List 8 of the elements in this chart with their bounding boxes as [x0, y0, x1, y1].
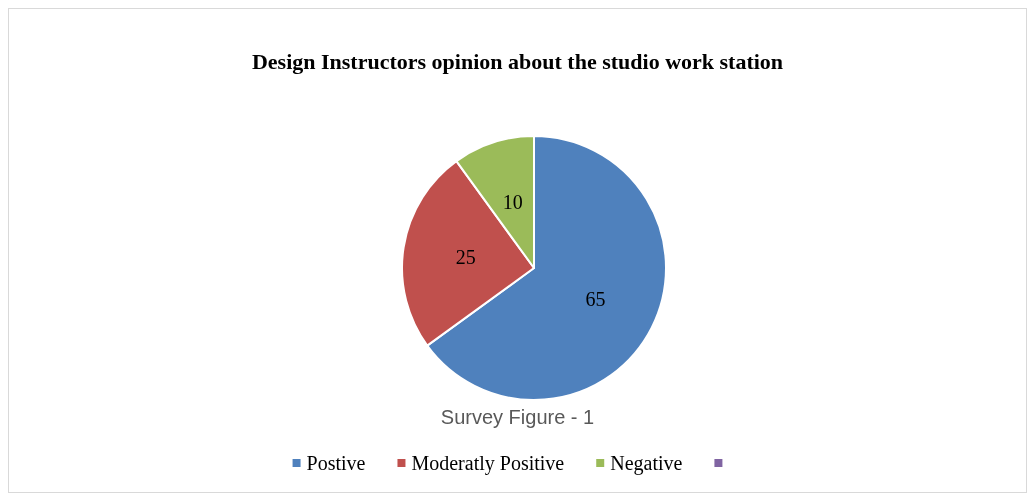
- data-label: 10: [502, 191, 523, 214]
- data-label: 65: [585, 288, 606, 311]
- chart-title: Design Instructors opinion about the studio work station: [251, 48, 784, 74]
- legend-label: Postive: [306, 452, 366, 474]
- data-label: 25: [455, 246, 476, 269]
- legend-label: Negative: [610, 452, 683, 475]
- text: Survey Figure - 1: [440, 406, 595, 428]
- legend-label: Moderatly Positive: [411, 452, 565, 475]
